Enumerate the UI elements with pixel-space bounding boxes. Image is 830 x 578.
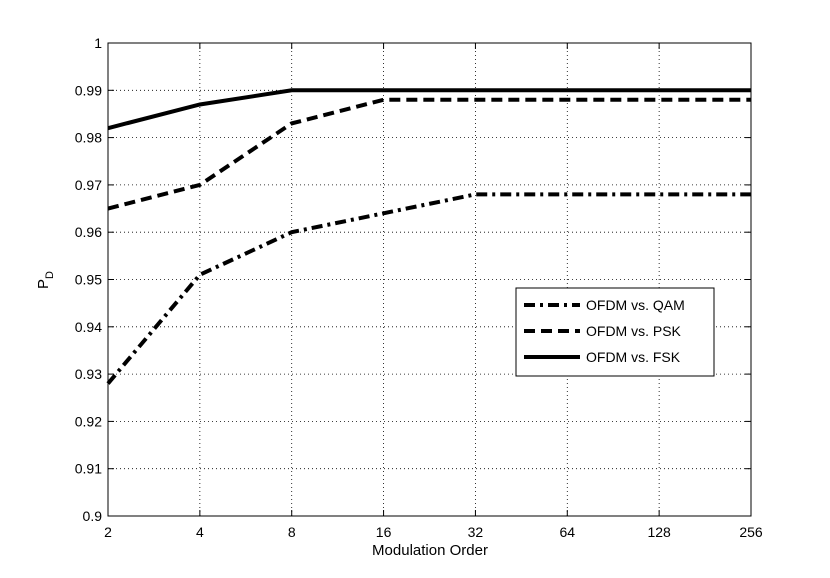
y-tick-label-0.94: 0.94 bbox=[75, 319, 102, 335]
x-tick-label-2: 2 bbox=[104, 524, 112, 540]
plot-area bbox=[108, 43, 751, 516]
ticks-group: 2 4 8 16 32 64 128 256 0.9 0.91 0.92 0.93 0.94 0.95 0.… bbox=[75, 35, 763, 540]
y-tick-label-1: 1 bbox=[94, 35, 102, 51]
y-tick-label-0.91: 0.91 bbox=[75, 461, 102, 477]
y-tick-label-0.97: 0.97 bbox=[75, 177, 102, 193]
y-axis-title: PD bbox=[35, 271, 56, 289]
y-tick-label-0.9: 0.9 bbox=[83, 508, 103, 524]
y-tick-label-0.98: 0.98 bbox=[75, 130, 102, 146]
legend-label-1: OFDM vs. QAM bbox=[586, 297, 685, 313]
x-axis-title: Modulation Order bbox=[372, 542, 488, 559]
x-tick-label-8: 8 bbox=[288, 524, 296, 540]
y-tick-label-0.93: 0.93 bbox=[75, 366, 102, 382]
legend: OFDM vs. QAM OFDM vs. PSK OFDM vs. FSK bbox=[515, 287, 715, 377]
y-tick-label-0.92: 0.92 bbox=[75, 413, 102, 429]
series-group bbox=[106, 88, 751, 385]
grid bbox=[108, 43, 751, 516]
x-tick-label-64: 64 bbox=[559, 524, 575, 540]
x-tick-label-256: 256 bbox=[739, 524, 763, 540]
y-tick-label-0.96: 0.96 bbox=[75, 224, 102, 240]
x-tick-label-16: 16 bbox=[376, 524, 392, 540]
y-axis-title-sub: D bbox=[44, 271, 56, 279]
series-line-3 bbox=[107, 88, 751, 131]
x-tick-label-32: 32 bbox=[468, 524, 484, 540]
x-tick-label-128: 128 bbox=[647, 524, 671, 540]
series-line-1 bbox=[106, 192, 751, 385]
y-tick-label-0.99: 0.99 bbox=[75, 82, 102, 98]
y-axis-title-main: P bbox=[35, 279, 52, 289]
series-line-2 bbox=[107, 97, 751, 211]
x-tick-label-4: 4 bbox=[196, 524, 204, 540]
legend-label-2: OFDM vs. PSK bbox=[586, 323, 682, 339]
y-tick-label-0.95: 0.95 bbox=[75, 272, 102, 288]
legend-label-3: OFDM vs. FSK bbox=[586, 349, 681, 365]
